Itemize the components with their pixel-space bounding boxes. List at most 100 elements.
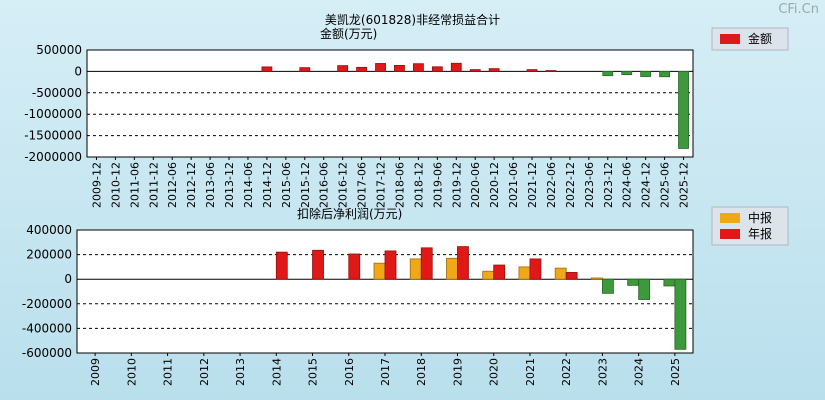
x-tick-label: 2016-06: [318, 162, 331, 208]
bar-中报-2025: [663, 278, 676, 287]
x-tick-label: 2009-12: [90, 162, 103, 208]
x-tick-label: 2022: [560, 358, 573, 386]
x-tick-label: 2022-06: [545, 162, 558, 208]
watermark: CFi.Cn: [778, 2, 819, 17]
bar-金额-2024-12: [640, 71, 652, 77]
x-tick-label: 2014: [270, 358, 283, 386]
legend-swatch-金额: [720, 34, 740, 44]
x-tick-label: 2022-12: [564, 162, 577, 208]
bar-中报-2019: [446, 257, 458, 280]
bar-年报-2022: [565, 272, 578, 280]
x-tick-label: 2011-12: [147, 162, 160, 208]
bar-金额-2025-12: [678, 71, 689, 149]
bar-金额-2017-12: [375, 63, 386, 72]
bar-金额-2020-06: [469, 69, 481, 72]
x-tick-label: 2015-06: [280, 162, 293, 208]
x-tick-label: 2021: [524, 358, 537, 386]
x-tick-label: 2023-12: [602, 162, 615, 208]
x-tick-label: 2020-06: [469, 162, 482, 208]
x-tick-label: 2024-12: [640, 162, 653, 208]
x-tick-label: 2018: [415, 358, 428, 386]
bar-金额-2025-06: [659, 71, 670, 78]
y-tick-label: 0: [64, 272, 72, 286]
x-tick-label: 2011: [162, 358, 175, 386]
bar-年报-2019: [457, 246, 469, 280]
bar-金额-2016-12: [337, 65, 349, 72]
bar-金额-2022-06: [545, 70, 557, 72]
y-tick-label: -600000: [22, 346, 72, 360]
bar-年报-2015: [312, 249, 324, 280]
bar-年报-2025: [674, 278, 687, 350]
bar-中报-2023: [591, 277, 603, 280]
plot-area: [76, 229, 694, 354]
x-tick-label: 2012-12: [185, 162, 198, 208]
bar-金额-2018-12: [413, 63, 424, 72]
x-tick-label: 2018-12: [412, 162, 425, 208]
x-tick-label: 2019: [451, 358, 464, 386]
bar-金额-2023-12: [602, 71, 614, 77]
x-tick-label: 2018-06: [393, 162, 406, 208]
x-tick-label: 2010: [125, 358, 138, 386]
x-tick-label: 2024-06: [621, 162, 634, 208]
y-tick-label: 200000: [26, 248, 72, 262]
bar-年报-2020: [493, 264, 506, 280]
x-tick-label: 2013: [234, 358, 247, 386]
bar-金额-2019-12: [450, 62, 462, 72]
x-tick-label: 2023: [596, 358, 609, 386]
bar-金额-2019-06: [431, 66, 443, 72]
bar-金额-2021-12: [526, 69, 538, 72]
y-tick-label: -1500000: [24, 129, 82, 143]
bar-金额-2020-12: [488, 68, 500, 72]
bar-年报-2023: [602, 278, 614, 294]
bar-中报-2024: [627, 278, 640, 286]
bar-金额-2014-12: [261, 66, 273, 72]
x-tick-label: 2016: [343, 358, 356, 386]
plot-area: [86, 49, 694, 158]
x-tick-label: 2012-06: [166, 162, 179, 208]
legend-swatch-年报: [720, 229, 740, 239]
x-tick-label: 2021-12: [526, 162, 539, 208]
bar-中报-2017: [373, 262, 386, 280]
y-tick-label: -400000: [22, 321, 72, 335]
x-tick-label: 2020-12: [488, 162, 501, 208]
x-tick-label: 2017-06: [356, 162, 369, 208]
bar-中报-2020: [482, 270, 495, 280]
y-tick-label: -200000: [22, 297, 72, 311]
chart-title: 美凯龙(601828)非经常损益合计: [324, 13, 501, 27]
x-tick-label: 2024: [633, 358, 646, 386]
bar-金额-2017-06: [356, 66, 367, 72]
chart2-title: 扣除后净利润(万元): [297, 207, 403, 221]
x-tick-label: 2015: [307, 358, 320, 386]
x-tick-label: 2009: [89, 358, 102, 386]
x-tick-label: 2020: [488, 358, 501, 386]
x-tick-label: 2014-06: [242, 162, 255, 208]
x-tick-label: 2011-06: [128, 162, 141, 208]
bar-年报-2017: [384, 250, 397, 280]
bar-金额-2018-06: [394, 65, 405, 72]
legend-swatch-中报: [720, 213, 740, 223]
bar-金额-2024-06: [621, 71, 633, 76]
y-tick-label: 500000: [36, 43, 82, 57]
x-tick-label: 2016-12: [337, 162, 350, 208]
x-tick-label: 2019-12: [450, 162, 463, 208]
bar-年报-2016: [348, 253, 361, 280]
bar-年报-2021: [529, 258, 542, 280]
bar-中报-2018: [409, 258, 422, 280]
y-tick-label: -2000000: [24, 150, 82, 164]
bar-年报-2014: [275, 251, 288, 280]
bar-年报-2024: [638, 278, 651, 300]
x-tick-label: 2025-06: [659, 162, 672, 208]
x-tick-label: 2025: [669, 358, 682, 386]
bar-年报-2018: [420, 247, 433, 280]
chart1-subtitle: 金额(万元): [320, 27, 378, 41]
y-tick-label: -1000000: [24, 107, 82, 121]
x-tick-label: 2012: [198, 358, 211, 386]
x-tick-label: 2019-06: [431, 162, 444, 208]
x-tick-label: 2013-06: [204, 162, 217, 208]
x-tick-label: 2017-12: [375, 162, 388, 208]
x-tick-label: 2010-12: [109, 162, 122, 208]
x-tick-label: 2023-06: [583, 162, 596, 208]
